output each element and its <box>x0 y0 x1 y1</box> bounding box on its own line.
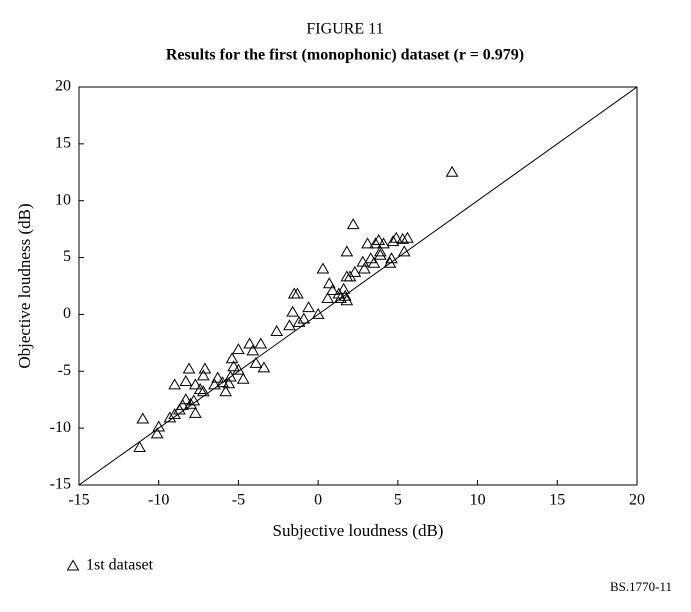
point <box>373 248 387 260</box>
point <box>257 361 271 373</box>
point <box>389 231 403 243</box>
point <box>367 256 381 268</box>
x-tick-label: 5 <box>394 492 402 509</box>
point <box>189 406 202 418</box>
point <box>133 440 146 452</box>
legend-label: 1st dataset <box>86 557 154 574</box>
point <box>179 375 193 387</box>
x-tick-label: 0 <box>314 492 322 509</box>
point <box>377 237 390 249</box>
legend-marker <box>66 559 80 571</box>
point <box>232 343 245 355</box>
point <box>254 337 268 349</box>
point <box>321 292 335 304</box>
point <box>292 315 306 327</box>
point <box>386 235 400 247</box>
x-tick-label: -10 <box>148 492 169 509</box>
source-label: BS.1770-11 <box>610 579 672 594</box>
point <box>225 352 239 364</box>
chart-title: FIGURE 11 <box>306 21 383 38</box>
point <box>136 412 150 424</box>
point <box>182 362 196 374</box>
point <box>369 237 382 249</box>
point <box>445 165 459 177</box>
point <box>338 289 352 301</box>
point <box>150 427 164 439</box>
point <box>291 287 304 299</box>
point <box>361 237 374 249</box>
point <box>219 385 233 397</box>
point <box>193 382 207 394</box>
point <box>208 378 221 390</box>
point <box>249 356 263 368</box>
point <box>346 218 360 230</box>
point <box>246 344 260 356</box>
point <box>340 294 354 306</box>
point <box>326 284 339 296</box>
point <box>397 245 411 257</box>
y-tick-label: -5 <box>58 362 71 379</box>
point <box>168 378 182 390</box>
point <box>286 305 300 317</box>
point <box>302 301 315 313</box>
point <box>348 265 362 277</box>
point <box>224 370 237 382</box>
point <box>358 262 371 274</box>
point <box>152 420 166 432</box>
y-tick-label: 20 <box>55 78 71 95</box>
point <box>373 245 387 257</box>
x-tick-label: 10 <box>470 492 486 509</box>
point <box>334 292 347 304</box>
point <box>179 393 193 405</box>
point <box>163 411 177 423</box>
point <box>297 312 311 324</box>
y-tick-label: 5 <box>63 248 71 265</box>
point <box>189 378 202 390</box>
point <box>196 385 210 397</box>
point <box>243 337 256 349</box>
y-axis-label: Objective loudness (dB) <box>15 203 34 368</box>
point <box>176 398 189 410</box>
point <box>222 377 236 389</box>
point <box>385 252 398 264</box>
point <box>337 282 351 294</box>
point <box>372 234 386 246</box>
point <box>340 245 354 257</box>
point <box>232 363 245 375</box>
reference-line <box>78 86 638 486</box>
x-tick-label: -5 <box>232 492 245 509</box>
point <box>270 324 284 336</box>
y-tick-label: 0 <box>63 305 71 322</box>
x-tick-label: -15 <box>68 492 89 509</box>
point <box>196 369 210 381</box>
y-tick-label: -15 <box>50 476 71 493</box>
point <box>211 371 225 383</box>
point <box>316 262 330 274</box>
plot-frame <box>78 86 638 486</box>
x-tick-label: 20 <box>629 492 645 509</box>
y-tick-label: 15 <box>55 135 71 152</box>
point <box>356 255 370 267</box>
y-tick-label: 10 <box>55 191 71 208</box>
point <box>236 372 250 384</box>
point <box>187 394 201 406</box>
point <box>216 376 229 388</box>
point <box>198 362 212 374</box>
point <box>283 319 296 331</box>
x-axis-label: Subjective loudness (dB) <box>273 521 444 540</box>
y-tick-label: -10 <box>50 419 71 436</box>
chart-subtitle: Results for the first (monophonic) datas… <box>166 47 524 64</box>
point <box>322 277 336 289</box>
point <box>401 231 414 243</box>
point <box>184 397 197 409</box>
x-tick-label: 15 <box>549 492 565 509</box>
point <box>227 360 241 372</box>
point <box>396 232 410 244</box>
point <box>311 307 325 319</box>
